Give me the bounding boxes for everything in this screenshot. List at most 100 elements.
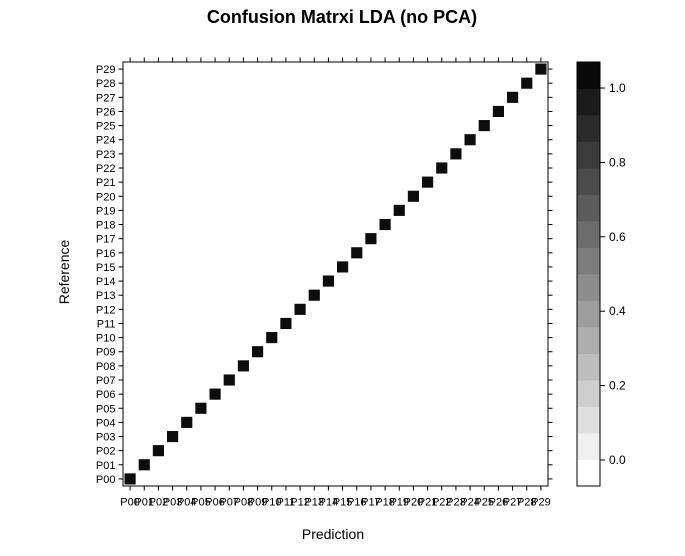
x-axis-label: Prediction	[302, 526, 364, 542]
matrix-cell-P00-P00	[124, 473, 136, 485]
colorbar-tick-label: 0.2	[609, 379, 626, 393]
colorbar-segment	[577, 62, 600, 89]
colorbar-segment	[577, 380, 600, 407]
y-tick-label-P19: P19	[96, 205, 116, 217]
colorbar-segment	[577, 274, 600, 301]
y-tick-label-P11: P11	[97, 318, 116, 330]
matrix-cell-P21-P21	[422, 176, 434, 188]
colorbar-frame	[576, 61, 601, 487]
matrix-cell-P23-P23	[450, 148, 462, 160]
y-tick-label-P09: P09	[96, 347, 116, 359]
matrix-cell-P02-P02	[152, 445, 164, 457]
x-tick-label-P17: P17	[361, 497, 381, 509]
y-tick-label-P24: P24	[96, 135, 116, 147]
x-tick-label-P19: P19	[389, 497, 409, 509]
y-tick-label-P26: P26	[96, 106, 116, 118]
matrix-cell-P15-P15	[337, 261, 349, 273]
colorbar-segment	[577, 194, 600, 222]
y-tick-label-P27: P27	[96, 92, 116, 104]
x-tick-label-P22: P22	[432, 497, 452, 509]
x-tick-label-P11: P11	[277, 497, 296, 509]
plot-frame	[122, 61, 549, 487]
colorbar-tick-label: 0.4	[609, 304, 626, 318]
matrix-cell-P10-P10	[266, 332, 278, 344]
x-tick-label-P16: P16	[347, 497, 367, 509]
matrix-cell-P03-P03	[167, 430, 179, 443]
colorbar-segment	[577, 88, 600, 116]
x-tick-label-P00: P00	[120, 497, 140, 509]
y-tick-label-P07: P07	[96, 375, 116, 387]
matrix-cell-P29-P29	[535, 63, 547, 75]
y-tick-label-P21: P21	[96, 177, 116, 189]
matrix-cell-P24-P24	[464, 134, 476, 146]
y-tick-label-P02: P02	[96, 446, 116, 458]
matrix-cell-P08-P08	[237, 360, 249, 372]
y-tick-label-P14: P14	[96, 276, 116, 288]
matrix-cell-P19-P19	[393, 204, 405, 216]
x-tick-label-P21: P21	[418, 497, 438, 509]
matrix-cell-P12-P12	[294, 303, 306, 315]
colorbar-segment	[577, 221, 600, 248]
colorbar-tick-label: 1.0	[609, 81, 626, 95]
colorbar-segment	[577, 406, 600, 434]
matrix-cell-P26-P26	[492, 105, 504, 118]
colorbar: 0.0 0.2 0.4 0.6 0.8 1.0	[576, 61, 626, 487]
x-tick-label-P08: P08	[234, 497, 254, 509]
chart-title: Confusion Matrxi LDA (no PCA)	[207, 7, 477, 27]
colorbar-segment	[577, 168, 600, 195]
y-tick-label-P13: P13	[96, 290, 116, 302]
colorbar-segment	[577, 459, 600, 487]
matrix-cell-P09-P09	[252, 346, 264, 358]
matrix-cell-P11-P11	[280, 317, 292, 330]
x-tick-label-P24: P24	[460, 497, 480, 509]
y-tick-label-P29: P29	[96, 64, 116, 76]
y-tick-label-P12: P12	[96, 304, 116, 316]
x-tick-label-P06: P06	[205, 497, 225, 509]
matrix-cell-P20-P20	[407, 190, 419, 202]
x-tick-label-P10: P10	[262, 497, 282, 509]
matrix-cell-P01-P01	[138, 459, 150, 471]
matrix-cell-P06-P06	[209, 388, 221, 400]
x-tick-label-P04: P04	[177, 497, 197, 509]
matrix-cell-P05-P05	[195, 402, 207, 414]
matrix-cells	[124, 63, 547, 485]
colorbar-segment	[577, 247, 600, 275]
matrix-cell-P22-P22	[436, 162, 448, 174]
matrix-cell-P04-P04	[181, 416, 193, 428]
colorbar-segment	[577, 141, 600, 169]
y-tick-label-P15: P15	[96, 262, 116, 274]
matrix-cell-P27-P27	[507, 91, 519, 103]
x-tick-label-P02: P02	[149, 497, 169, 509]
y-tick-label-P18: P18	[96, 220, 116, 232]
x-tick-label-P28: P28	[517, 497, 537, 509]
colorbar-segment	[577, 327, 600, 354]
x-tick-label-P26: P26	[489, 497, 509, 509]
y-tick-label-P25: P25	[96, 121, 116, 133]
matrix-cell-P18-P18	[379, 218, 391, 231]
y-tick-label-P04: P04	[96, 417, 116, 429]
y-tick-label-P06: P06	[96, 389, 116, 401]
y-tick-label-P03: P03	[96, 432, 116, 444]
x-tick-label-P07: P07	[219, 497, 239, 509]
colorbar-segment	[577, 115, 600, 142]
y-tick-label-P17: P17	[96, 234, 116, 246]
y-tick-label-P16: P16	[96, 248, 116, 260]
matrix-cell-P17-P17	[365, 233, 377, 245]
y-tick-label-P20: P20	[96, 191, 116, 203]
y-tick-label-P22: P22	[96, 163, 116, 175]
x-tick-label-P15: P15	[333, 497, 353, 509]
colorbar-tick-label: 0.0	[609, 453, 626, 467]
x-tick-label-P05: P05	[191, 497, 211, 509]
x-tick-label-P13: P13	[304, 497, 324, 509]
x-tick-label-P01: P01	[134, 497, 154, 509]
y-tick-label-P10: P10	[96, 333, 116, 345]
y-tick-label-P00: P00	[96, 474, 116, 486]
colorbar-tick-label: 0.8	[609, 155, 626, 169]
x-tick-label-P09: P09	[248, 497, 268, 509]
y-tick-label-P28: P28	[96, 78, 116, 90]
y-tick-label-P01: P01	[96, 460, 116, 472]
colorbar-segment	[577, 433, 600, 460]
x-tick-label-P03: P03	[163, 497, 183, 509]
x-tick-label-P12: P12	[290, 497, 310, 509]
